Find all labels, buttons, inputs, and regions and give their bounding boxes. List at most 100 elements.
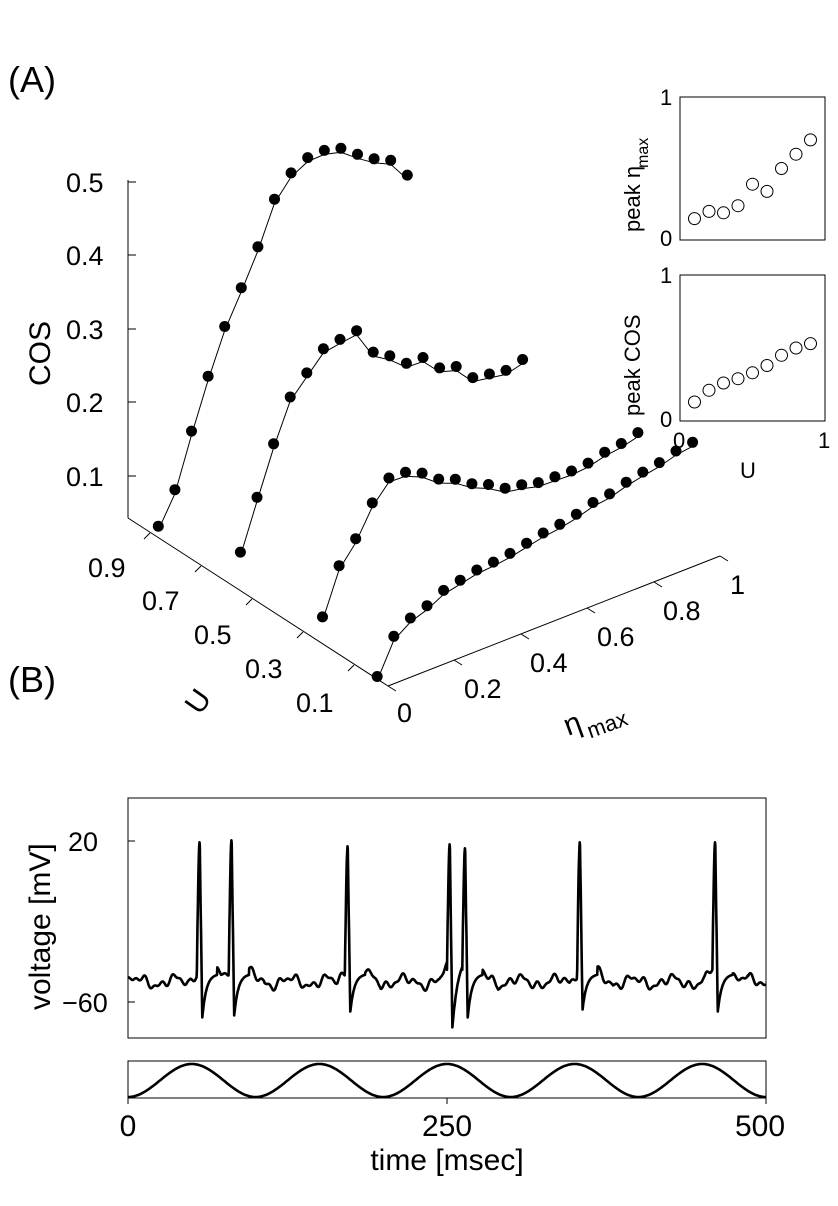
- cos-data-point: [404, 612, 416, 624]
- panel-label-a: (A): [8, 59, 56, 100]
- cos-data-point: [537, 527, 549, 539]
- inset-data-point: [731, 199, 745, 213]
- inset-peak-cos-ylabel: peak COS: [620, 315, 645, 417]
- panel-label-b: (B): [8, 659, 56, 700]
- inset-data-point: [789, 341, 803, 355]
- cos-data-point: [570, 508, 582, 520]
- cos-data-point: [235, 282, 247, 294]
- cos-data-point: [450, 361, 462, 372]
- inset-peak-cos-points: [688, 337, 817, 409]
- inset-peak-eta: 1 0 peak η max: [620, 85, 826, 251]
- cos-data-point: [421, 600, 433, 612]
- cos-data-point: [302, 152, 314, 164]
- inset-peak-cos-xlabel: U: [740, 458, 756, 483]
- cos-data-point: [368, 153, 380, 165]
- cos-data-point: [383, 472, 395, 484]
- eta-tick-label: 0.4: [530, 648, 568, 678]
- cos-tick-label: 0.2: [66, 388, 104, 418]
- cos-data-point: [335, 142, 347, 154]
- inset-data-point: [717, 376, 730, 390]
- cos-data-point: [400, 466, 411, 478]
- cos-data-point: [301, 367, 313, 379]
- u-tick-mark: [143, 532, 151, 540]
- cos-data-point: [516, 479, 528, 491]
- cos-data-point: [549, 471, 561, 483]
- cos-data-point: [284, 391, 296, 403]
- u-tick-mark: [296, 631, 304, 639]
- cos-data-point: [333, 560, 345, 572]
- cos-data-point: [186, 425, 197, 437]
- cos-data-point: [234, 546, 246, 558]
- cos-data-point: [352, 148, 363, 160]
- cos-series-line: [157, 151, 408, 531]
- cos-data-point: [416, 467, 428, 479]
- cos-tick-label: 0.5: [66, 168, 104, 198]
- cos-data-point: [599, 446, 611, 458]
- inset-peak-eta-ylabel-sub: max: [635, 138, 652, 168]
- eta-tick-label: 0.6: [597, 622, 635, 652]
- inset-peak-cos-ytick: 1: [660, 263, 672, 288]
- eta-tick-mark: [453, 659, 463, 666]
- cos-data-point: [637, 466, 649, 478]
- inset-peak-cos-xtick: 0: [673, 428, 685, 453]
- eta-tick-mark: [586, 607, 596, 614]
- inset-data-point: [688, 212, 701, 226]
- u-tick-label: 0.1: [296, 688, 334, 718]
- cos-data-point: [351, 325, 363, 337]
- u-ticks: 0.9 0.7 0.5 0.3 0.1: [88, 532, 355, 718]
- cos-data-point: [438, 584, 450, 596]
- eta-ticks: 0 0.2 0.4 0.6 0.8 1: [387, 555, 745, 728]
- inset-peak-cos-ytick: 0: [660, 407, 672, 432]
- cos-data-point: [500, 364, 512, 376]
- time-tick-label: 500: [735, 1110, 785, 1143]
- cos-data-point: [670, 445, 682, 457]
- voltage-plot: 20 −60 voltage [mV]: [24, 797, 767, 1039]
- cos-data-point: [252, 241, 264, 253]
- cos-data-point: [388, 630, 400, 642]
- u-axis-line: [127, 517, 389, 687]
- inset-data-point: [717, 206, 730, 220]
- cos-data-point: [433, 473, 445, 485]
- cos-data-point: [687, 436, 699, 448]
- cos-data-point: [620, 476, 632, 488]
- cos-data-point: [334, 333, 346, 345]
- eta-tick-label: 1: [730, 570, 745, 600]
- inset-data-point: [702, 204, 716, 218]
- cos-data-point: [434, 362, 446, 374]
- inset-peak-eta-ytick: 0: [660, 226, 672, 251]
- input-sine-line: [128, 1062, 766, 1099]
- inset-data-point: [760, 359, 774, 372]
- inset-peak-cos-xtick: 1: [818, 428, 830, 453]
- eta-tick-mark: [653, 581, 663, 588]
- inset-data-point: [746, 177, 759, 191]
- cos-data-point: [152, 520, 164, 532]
- eta-tick-mark: [520, 633, 530, 640]
- cos-axis-label: COS: [24, 321, 57, 386]
- cos-data-point: [417, 352, 429, 363]
- input-plot: 0 250 500 time [msec]: [120, 1060, 785, 1177]
- cos-data-point: [318, 144, 330, 156]
- inset-data-point: [804, 337, 817, 351]
- cos-data-point: [587, 497, 599, 508]
- cos-data-point: [367, 346, 379, 358]
- u-tick-label: 0.9: [88, 553, 126, 583]
- inset-data-point: [775, 348, 788, 362]
- eta-tick-mark: [719, 555, 729, 562]
- cos-data-point: [604, 488, 616, 500]
- cos-data-point: [487, 556, 499, 568]
- cos-data-point: [385, 154, 397, 166]
- inset-data-point: [702, 383, 716, 397]
- inset-peak-eta-frame: [679, 96, 826, 241]
- eta-tick-mark: [387, 685, 397, 692]
- cos-ticks: 0.1 0.2 0.3 0.4 0.5: [66, 168, 136, 492]
- cos-tick-label: 0.4: [66, 241, 104, 271]
- u-tick-mark: [245, 598, 253, 606]
- cos-data-point: [285, 167, 297, 179]
- eta-axis-label-subscript: max: [583, 706, 631, 744]
- cos-data-point: [317, 343, 329, 355]
- cos-data-point: [454, 574, 466, 586]
- cos-data-point: [269, 193, 280, 205]
- cos-3d-plot: 0.1 0.2 0.3 0.4 0.5 COS 0.9 0.7 0.5 0.3 …: [24, 142, 745, 744]
- u-axis-label: U: [179, 683, 218, 720]
